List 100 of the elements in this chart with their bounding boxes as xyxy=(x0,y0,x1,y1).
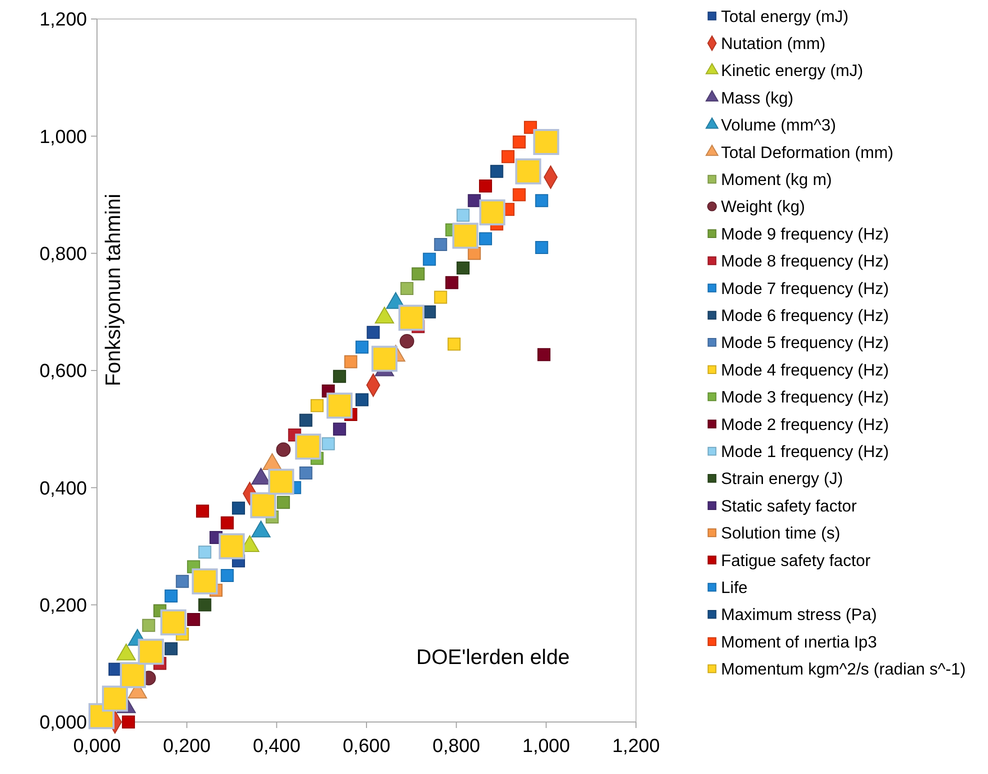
point xyxy=(218,533,245,560)
legend-label: Fatigue safety factor xyxy=(721,552,871,570)
point xyxy=(220,516,234,530)
point xyxy=(371,346,398,372)
legend-label: Nutation (mm) xyxy=(721,34,826,53)
point xyxy=(164,590,178,603)
point xyxy=(232,502,245,515)
legend-label: Mode 2 frequency (Hz) xyxy=(721,416,889,434)
legend-label: Total energy (mJ) xyxy=(721,8,848,26)
x-tick-label: 0,000 xyxy=(73,736,121,757)
legend-label: Mode 3 frequency (Hz) xyxy=(721,388,889,407)
point xyxy=(434,290,448,304)
point xyxy=(120,662,146,688)
legend-label: Mode 5 frequency (Hz) xyxy=(721,334,889,352)
point xyxy=(456,208,470,222)
x-axis-title: DOE'lerden elde xyxy=(416,646,570,669)
point xyxy=(295,434,322,460)
legend-label: Mode 1 frequency (Hz) xyxy=(721,442,889,461)
point xyxy=(122,716,135,728)
legend-label: Mode 9 frequency (Hz) xyxy=(721,225,889,244)
legend-label: Total Deformation (mm) xyxy=(721,144,894,162)
point xyxy=(250,492,276,518)
point xyxy=(326,392,353,419)
legend-label: Strain energy (J) xyxy=(721,470,843,488)
point xyxy=(515,158,542,184)
point xyxy=(187,612,200,626)
point xyxy=(142,618,156,632)
legend-label: Solution time (s) xyxy=(721,524,840,543)
y-tick-label: 0,000 xyxy=(39,712,87,734)
point xyxy=(160,609,186,636)
point xyxy=(276,442,291,457)
y-tick-label: 0,200 xyxy=(39,595,87,616)
point xyxy=(398,304,424,331)
point xyxy=(452,222,478,249)
point xyxy=(512,188,526,202)
legend-label: Volume (mm^3) xyxy=(721,116,836,135)
point xyxy=(138,638,164,665)
x-tick-label: 1,200 xyxy=(612,736,660,757)
legend-label: Kinetic energy (mJ) xyxy=(721,62,864,80)
point xyxy=(299,414,312,427)
legend-label: Mode 7 frequency (Hz) xyxy=(721,280,889,298)
y-tick-label: 1,000 xyxy=(39,126,87,148)
point xyxy=(176,574,189,588)
y-tick-label: 0,400 xyxy=(39,478,87,500)
point xyxy=(400,282,414,295)
point xyxy=(299,466,312,480)
x-tick-label: 0,200 xyxy=(163,736,211,757)
point xyxy=(333,422,346,436)
point xyxy=(276,496,290,509)
point xyxy=(198,598,212,612)
point xyxy=(198,546,212,559)
y-tick-label: 0,600 xyxy=(39,361,87,382)
point xyxy=(322,437,335,450)
legend-label: Static safety factor xyxy=(721,497,858,516)
point xyxy=(479,232,492,246)
point xyxy=(434,238,448,252)
point xyxy=(422,252,436,266)
point xyxy=(196,504,210,518)
legend-label: Moment (kg m) xyxy=(721,170,832,189)
legend-label: Mass (kg) xyxy=(721,89,794,108)
legend-label: Mode 8 frequency (Hz) xyxy=(721,252,889,271)
point xyxy=(535,240,548,254)
point xyxy=(445,276,458,290)
point xyxy=(192,568,218,594)
x-tick-label: 0,400 xyxy=(252,736,300,757)
x-tick-label: 0,600 xyxy=(342,736,390,757)
legend-label: Mode 4 frequency (Hz) xyxy=(721,361,889,380)
point xyxy=(535,194,548,208)
point xyxy=(533,129,560,156)
point xyxy=(356,340,369,354)
legend-label: Momentum kgm^2/s (radian s^-1) xyxy=(721,660,966,679)
point xyxy=(344,355,358,368)
x-tick-label: 1,000 xyxy=(522,736,570,757)
point xyxy=(400,334,414,348)
point xyxy=(490,164,504,178)
legend-label: Moment of ınertia Ip3 xyxy=(721,633,877,652)
point xyxy=(448,338,461,351)
point xyxy=(310,399,324,412)
y-axis-title: Fonksiyonun tahmini xyxy=(102,194,125,386)
point xyxy=(512,136,526,149)
x-tick-label: 0,800 xyxy=(432,736,480,757)
point xyxy=(456,261,470,274)
point xyxy=(479,199,506,226)
point xyxy=(501,150,514,164)
point xyxy=(356,393,369,406)
y-tick-label: 0,800 xyxy=(39,244,87,265)
point xyxy=(102,686,128,712)
legend-label: Maximum stress (Pa) xyxy=(721,606,877,624)
legend-label: Life xyxy=(721,578,748,597)
point xyxy=(468,194,481,208)
point xyxy=(333,370,346,383)
y-tick-label: 1,200 xyxy=(39,10,87,31)
point xyxy=(164,642,178,656)
point xyxy=(412,267,425,280)
point xyxy=(537,348,550,362)
point xyxy=(268,468,294,495)
legend-label: Weight (kg) xyxy=(721,198,806,216)
point xyxy=(479,179,492,192)
point xyxy=(366,326,380,339)
legend-label: Mode 6 frequency (Hz) xyxy=(721,306,889,325)
